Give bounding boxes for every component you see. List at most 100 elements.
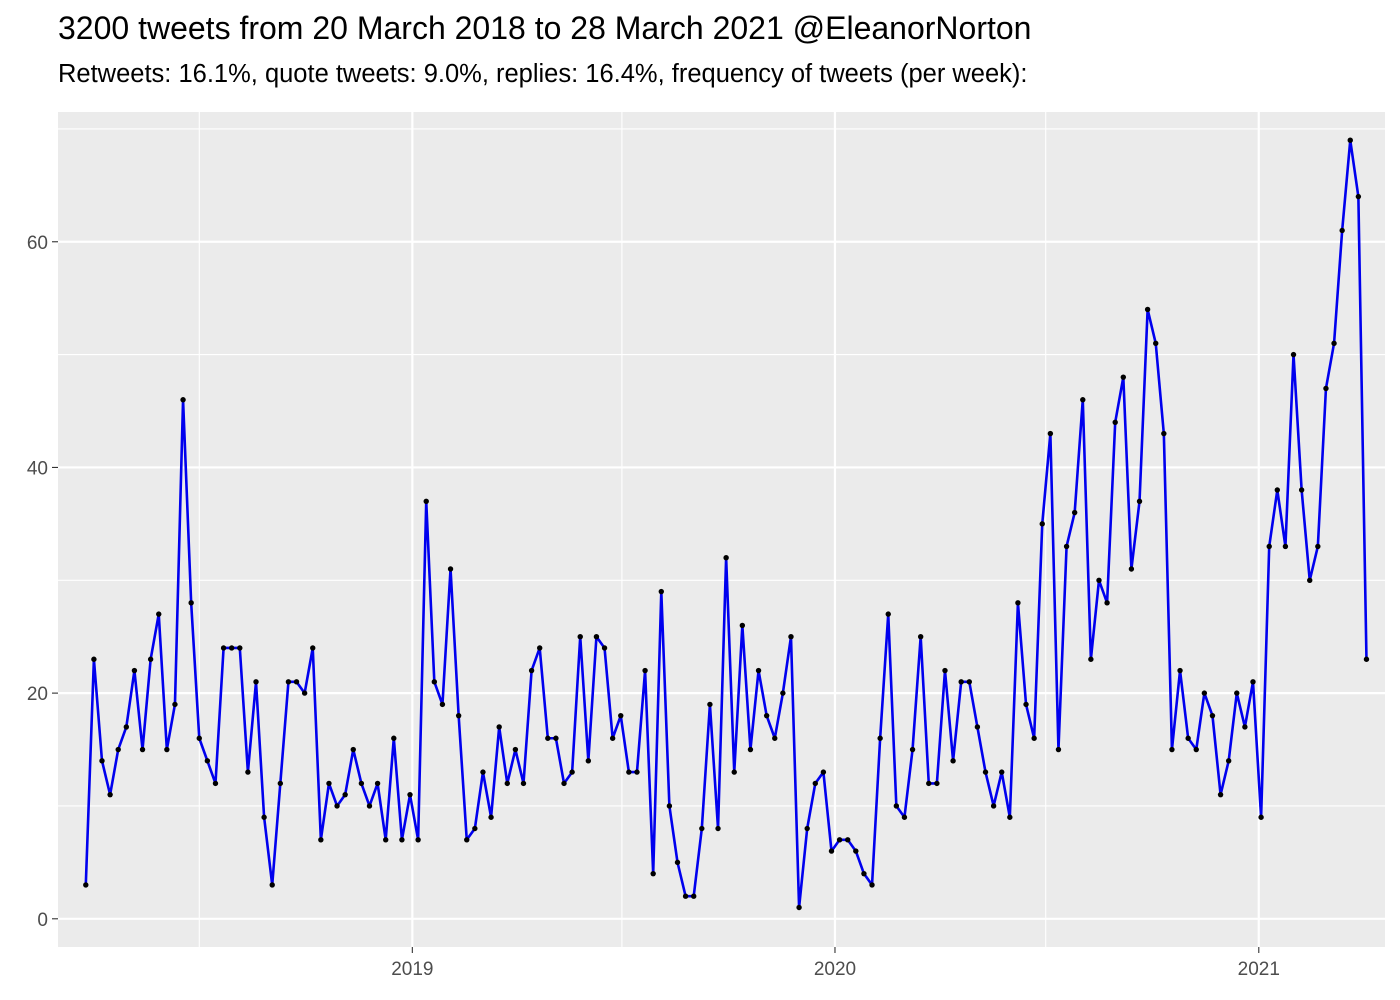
data-point [455, 712, 462, 719]
data-point [220, 645, 227, 651]
data-point [1307, 577, 1313, 583]
y-tick-label: 0 [37, 910, 48, 931]
data-point [180, 397, 186, 403]
data-point [999, 769, 1005, 775]
data-point [293, 679, 300, 685]
data-point [812, 780, 818, 787]
data-point [1274, 487, 1281, 493]
data-point [634, 769, 640, 775]
data-point [334, 803, 340, 809]
data-point [1144, 306, 1151, 313]
data-point [350, 746, 356, 753]
data-point [869, 882, 875, 888]
data-point [601, 645, 608, 651]
data-point [447, 566, 454, 572]
data-point [1258, 814, 1264, 820]
data-point [342, 791, 348, 798]
data-point [682, 893, 689, 899]
data-point [909, 746, 916, 753]
data-point [399, 837, 405, 843]
data-point [439, 701, 446, 708]
data-point [820, 769, 827, 775]
data-point [131, 667, 138, 674]
chart-title: 3200 tweets from 20 March 2018 to 28 Mar… [58, 10, 1032, 46]
data-point [123, 724, 130, 730]
data-point [772, 735, 778, 741]
data-point [1250, 679, 1256, 685]
data-point [1355, 193, 1362, 200]
data-point [715, 825, 721, 832]
data-point [1120, 374, 1127, 380]
data-point [528, 667, 535, 674]
data-point [1015, 600, 1021, 606]
data-point [1161, 430, 1167, 437]
data-point [277, 780, 284, 787]
data-point [488, 814, 494, 820]
data-point [1128, 566, 1135, 572]
data-point [934, 780, 940, 787]
data-point [1347, 137, 1353, 143]
data-point [780, 690, 786, 696]
data-point [674, 859, 681, 866]
data-point [1136, 498, 1143, 504]
data-point [1047, 430, 1054, 437]
y-tick-label: 40 [27, 458, 48, 479]
chart-subtitle: Retweets: 16.1%, quote tweets: 9.0%, rep… [58, 60, 1028, 88]
data-point [204, 758, 211, 764]
data-point [966, 679, 972, 685]
data-point [147, 656, 154, 662]
data-point [310, 645, 316, 651]
plot-panel [58, 112, 1385, 947]
data-point [1185, 735, 1191, 741]
data-point [326, 780, 332, 787]
x-tick-label: 2021 [1238, 959, 1280, 980]
data-point [366, 803, 373, 809]
y-tick-label: 60 [27, 233, 48, 254]
data-point [1007, 814, 1013, 820]
data-point [577, 634, 583, 640]
data-point [301, 690, 308, 696]
data-point [1063, 543, 1070, 550]
data-point [901, 814, 908, 820]
data-point [796, 904, 802, 911]
data-point [1177, 667, 1183, 674]
data-point [828, 848, 835, 854]
data-point [156, 611, 162, 617]
data-point [658, 588, 664, 595]
data-point [958, 679, 964, 685]
data-point [212, 780, 219, 787]
data-point [1315, 543, 1321, 550]
data-point [569, 769, 575, 775]
data-point [520, 780, 527, 787]
data-point [917, 634, 924, 640]
data-point [1225, 758, 1232, 764]
data-point [926, 780, 932, 787]
data-point [755, 667, 762, 674]
data-point [804, 825, 810, 832]
data-point [269, 882, 275, 888]
data-point [472, 825, 478, 832]
data-point [1201, 690, 1208, 696]
data-point [1112, 419, 1118, 425]
data-point [504, 780, 510, 787]
data-point [877, 735, 883, 741]
data-point [1039, 521, 1045, 527]
data-point [228, 645, 235, 651]
x-tick-label: 2020 [814, 959, 856, 980]
data-point [731, 769, 737, 775]
data-point [107, 791, 113, 798]
data-point [763, 712, 770, 719]
data-point [836, 837, 843, 843]
data-point [188, 600, 194, 606]
data-point [374, 780, 381, 787]
data-point [1217, 791, 1224, 798]
data-point [861, 870, 867, 877]
data-point [1031, 735, 1037, 741]
data-point [609, 735, 616, 741]
data-point [942, 667, 948, 674]
data-point [383, 837, 389, 843]
data-point [496, 724, 502, 730]
data-point [585, 758, 592, 764]
data-point [1339, 227, 1345, 234]
data-point [285, 679, 292, 685]
